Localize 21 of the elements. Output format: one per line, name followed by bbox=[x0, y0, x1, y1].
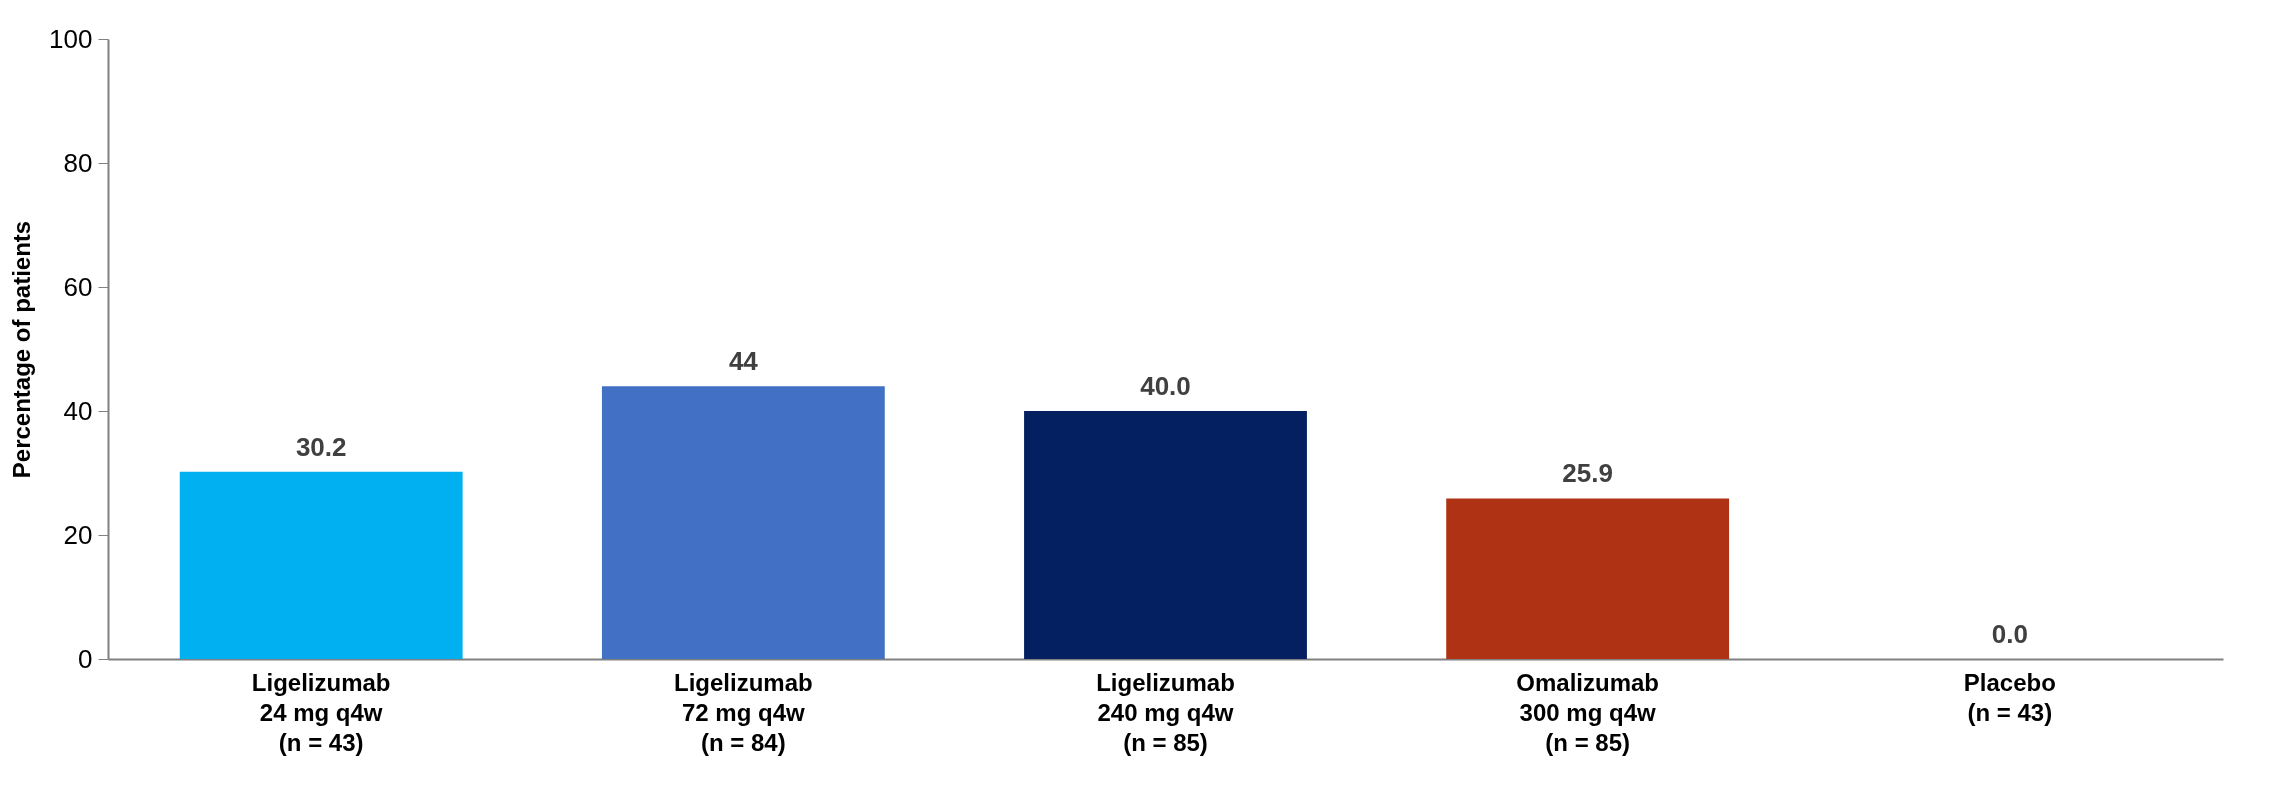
y-tick-label: 80 bbox=[63, 147, 93, 178]
y-tick-label: 40 bbox=[63, 395, 93, 426]
y-axis-title: Percentage of patients bbox=[8, 220, 36, 479]
data-label: 40.0 bbox=[1140, 371, 1191, 401]
bar bbox=[1446, 498, 1730, 659]
data-label: 25.9 bbox=[1562, 458, 1613, 489]
y-tick-label: 0 bbox=[78, 643, 93, 674]
bar bbox=[1024, 411, 1307, 659]
data-label: 44 bbox=[728, 346, 759, 377]
x-tick-label: Ligelizumab 24 mg q4w (n = 43) bbox=[251, 668, 391, 756]
data-label: 30.2 bbox=[295, 431, 347, 462]
y-tick-label: 60 bbox=[63, 271, 93, 302]
y-tick-label: 20 bbox=[63, 519, 93, 550]
x-tick-label: Ligelizumab 240 mg q4w (n = 85) bbox=[1096, 668, 1235, 756]
bar bbox=[179, 471, 463, 659]
bar bbox=[601, 386, 885, 659]
x-tick-label: Placebo (n = 43) bbox=[1963, 668, 2056, 726]
x-tick-label: Ligelizumab 72 mg q4w (n = 84) bbox=[674, 668, 813, 756]
data-label: 0.0 bbox=[1991, 619, 2028, 649]
y-tick-label: 100 bbox=[49, 23, 93, 54]
x-tick-label: Omalizumab 300 mg q4w (n = 85) bbox=[1516, 668, 1660, 756]
